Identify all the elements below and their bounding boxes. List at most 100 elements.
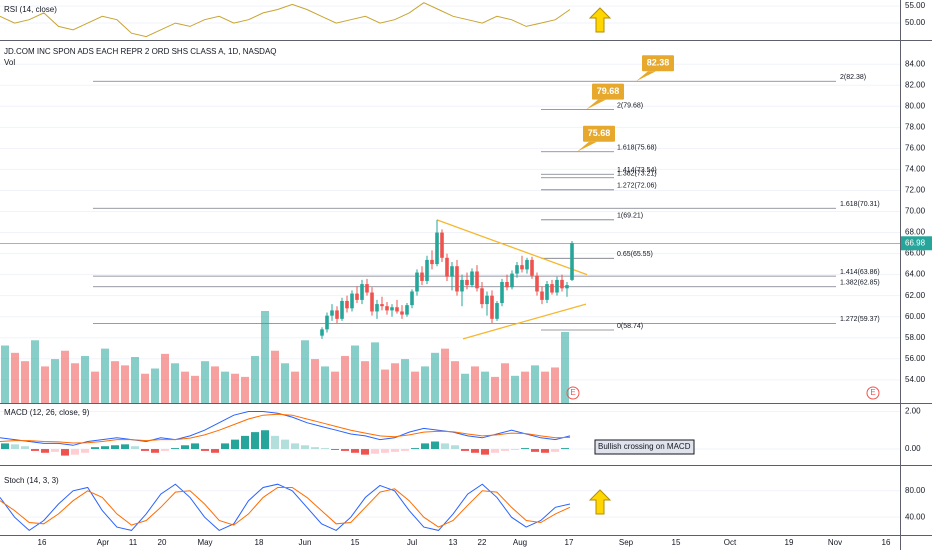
y-tick-label: 0.00 xyxy=(905,444,921,453)
x-tick-label: 15 xyxy=(351,538,360,547)
histogram-bar xyxy=(561,448,569,450)
candle-body xyxy=(490,295,494,319)
candle-body xyxy=(475,271,479,289)
rsi-line xyxy=(0,2,571,38)
volume-bar xyxy=(101,348,109,403)
candle-body xyxy=(495,303,499,319)
arrow xyxy=(588,489,612,515)
candle-body xyxy=(400,311,404,315)
volume-bar xyxy=(151,368,159,403)
y-tick-label: 82.00 xyxy=(905,80,926,89)
histogram-bar xyxy=(531,449,539,452)
candle-body xyxy=(545,284,549,300)
earnings-icon[interactable] xyxy=(866,386,880,400)
volume-bar xyxy=(31,340,39,403)
volume-bar xyxy=(171,363,179,403)
candle-body xyxy=(500,282,504,304)
candle-body xyxy=(480,288,484,305)
arrow xyxy=(588,7,612,33)
volume-bar xyxy=(481,371,489,403)
histogram-bar xyxy=(421,443,429,450)
target-label: 79.68 xyxy=(597,86,620,96)
target-label: 75.68 xyxy=(588,128,611,138)
x-tick-label: 15 xyxy=(672,538,681,547)
histogram-bar xyxy=(81,449,89,453)
volume-bar xyxy=(411,371,419,403)
volume-bar xyxy=(141,373,149,403)
fib-label: 1.618(70.31) xyxy=(840,201,880,208)
histogram-bar xyxy=(271,435,279,450)
candle-body xyxy=(395,307,399,312)
volume-bar xyxy=(51,359,59,403)
volume-title: Vol xyxy=(4,58,15,67)
volume-bar xyxy=(131,357,139,403)
candle-body xyxy=(335,310,339,319)
y-tick-label: 62.00 xyxy=(905,291,926,300)
target-box xyxy=(583,125,615,142)
histogram-bar xyxy=(141,449,149,451)
histogram-bar xyxy=(351,449,359,453)
y-tick-label: 55.00 xyxy=(905,1,926,10)
volume-bar xyxy=(331,371,339,403)
histogram-bar xyxy=(221,443,229,450)
candle-body xyxy=(425,259,429,281)
candle-body xyxy=(560,279,564,289)
x-tick-label: 19 xyxy=(785,538,794,547)
volume-bar xyxy=(521,371,529,403)
fib-label: 1.272(72.06) xyxy=(617,183,657,190)
volume-bar xyxy=(211,366,219,403)
y-tick-label: 84.00 xyxy=(905,59,926,68)
histogram-bar xyxy=(191,443,199,450)
x-tick-label: Sep xyxy=(619,538,634,547)
volume-bar xyxy=(281,363,289,403)
fib-label: 1(69.21) xyxy=(617,213,643,220)
y-tick-label: 70.00 xyxy=(905,207,926,216)
histogram-bar xyxy=(521,448,529,450)
histogram-bar xyxy=(411,448,419,450)
candle-body xyxy=(525,259,529,270)
volume-bar xyxy=(61,350,69,403)
histogram-bar xyxy=(21,446,29,450)
histogram-bar xyxy=(151,449,159,453)
macd-line xyxy=(0,413,571,444)
histogram-bar xyxy=(101,446,109,450)
histogram-bar xyxy=(61,449,69,456)
volume-bar xyxy=(161,353,169,403)
volume-bar xyxy=(421,366,429,403)
volume-bar xyxy=(201,361,209,403)
candle-body xyxy=(375,304,379,312)
histogram-bar xyxy=(441,443,449,450)
x-tick-label: Nov xyxy=(828,538,842,547)
histogram-bar xyxy=(381,449,389,453)
histogram-bar xyxy=(431,441,439,450)
volume-bar xyxy=(531,365,539,403)
y-tick-label: 64.00 xyxy=(905,270,926,279)
histogram-bar xyxy=(471,449,479,453)
histogram-bar xyxy=(491,449,499,453)
volume-bar xyxy=(291,371,299,403)
histogram-bar xyxy=(501,449,509,451)
volume-bar xyxy=(271,350,279,403)
candle-body xyxy=(440,232,444,258)
x-tick-label: 18 xyxy=(255,538,264,547)
histogram-bar xyxy=(511,449,519,450)
y-tick-label: 50.00 xyxy=(905,18,926,27)
histogram-bar xyxy=(311,447,319,450)
target-box xyxy=(642,55,674,72)
target-pointer xyxy=(577,141,597,152)
candle-body xyxy=(515,265,519,274)
volume-bar xyxy=(441,348,449,403)
stoch-line xyxy=(0,487,571,528)
candle-body xyxy=(465,279,469,286)
y-tick-label: 76.00 xyxy=(905,143,926,152)
x-tick-label: Oct xyxy=(724,538,737,547)
earnings-icon[interactable] xyxy=(566,386,580,400)
y-tick-label: 72.00 xyxy=(905,186,926,195)
fib-label: 1.414(73.54) xyxy=(617,167,657,174)
y-tick-label: 74.00 xyxy=(905,165,926,174)
macd-title: MACD (12, 26, close, 9) xyxy=(4,408,90,417)
fib-label: 1.272(59.37) xyxy=(840,316,880,323)
histogram-bar xyxy=(231,439,239,450)
